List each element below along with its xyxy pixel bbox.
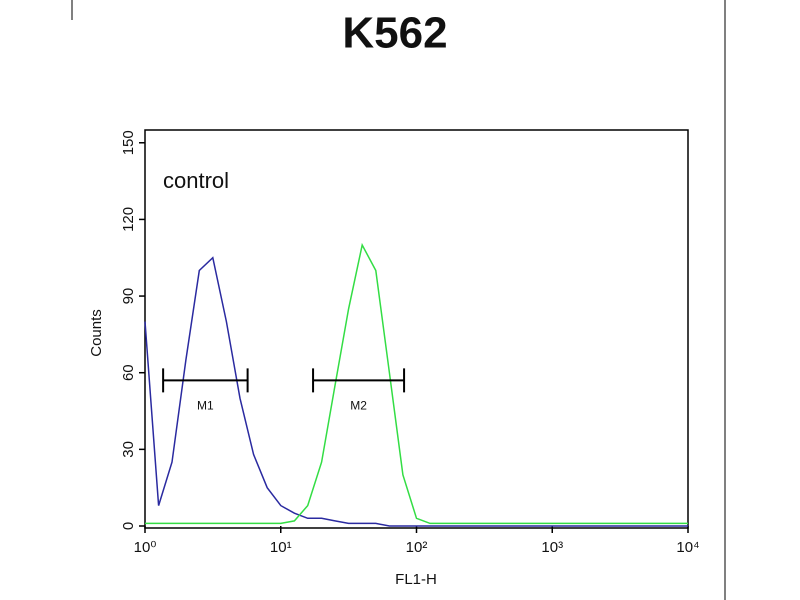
histogram-line — [144, 256, 688, 527]
x-tick-label: 10³ — [541, 539, 563, 556]
y-tick-label: 30 — [120, 441, 137, 458]
histogram-line — [145, 242, 688, 525]
x-axis-label: FL1-H — [395, 571, 437, 588]
x-tick-label: 10¹ — [270, 539, 292, 556]
y-tick-label: 150 — [120, 130, 137, 155]
marker-label: M2 — [350, 399, 367, 413]
chart-title: K562 — [342, 9, 447, 58]
annotation: control — [163, 168, 229, 193]
y-tick-label: 90 — [120, 288, 137, 305]
x-tick-label: 10⁰ — [134, 539, 157, 556]
y-tick-label: 120 — [120, 207, 137, 232]
y-axis-label: Counts — [88, 309, 105, 357]
x-tick-label: 10⁴ — [676, 539, 699, 556]
y-tick-label: 0 — [120, 522, 137, 530]
x-tick-label: 10² — [406, 539, 428, 556]
y-tick-label: 60 — [120, 364, 137, 381]
marker-label: M1 — [197, 399, 214, 413]
